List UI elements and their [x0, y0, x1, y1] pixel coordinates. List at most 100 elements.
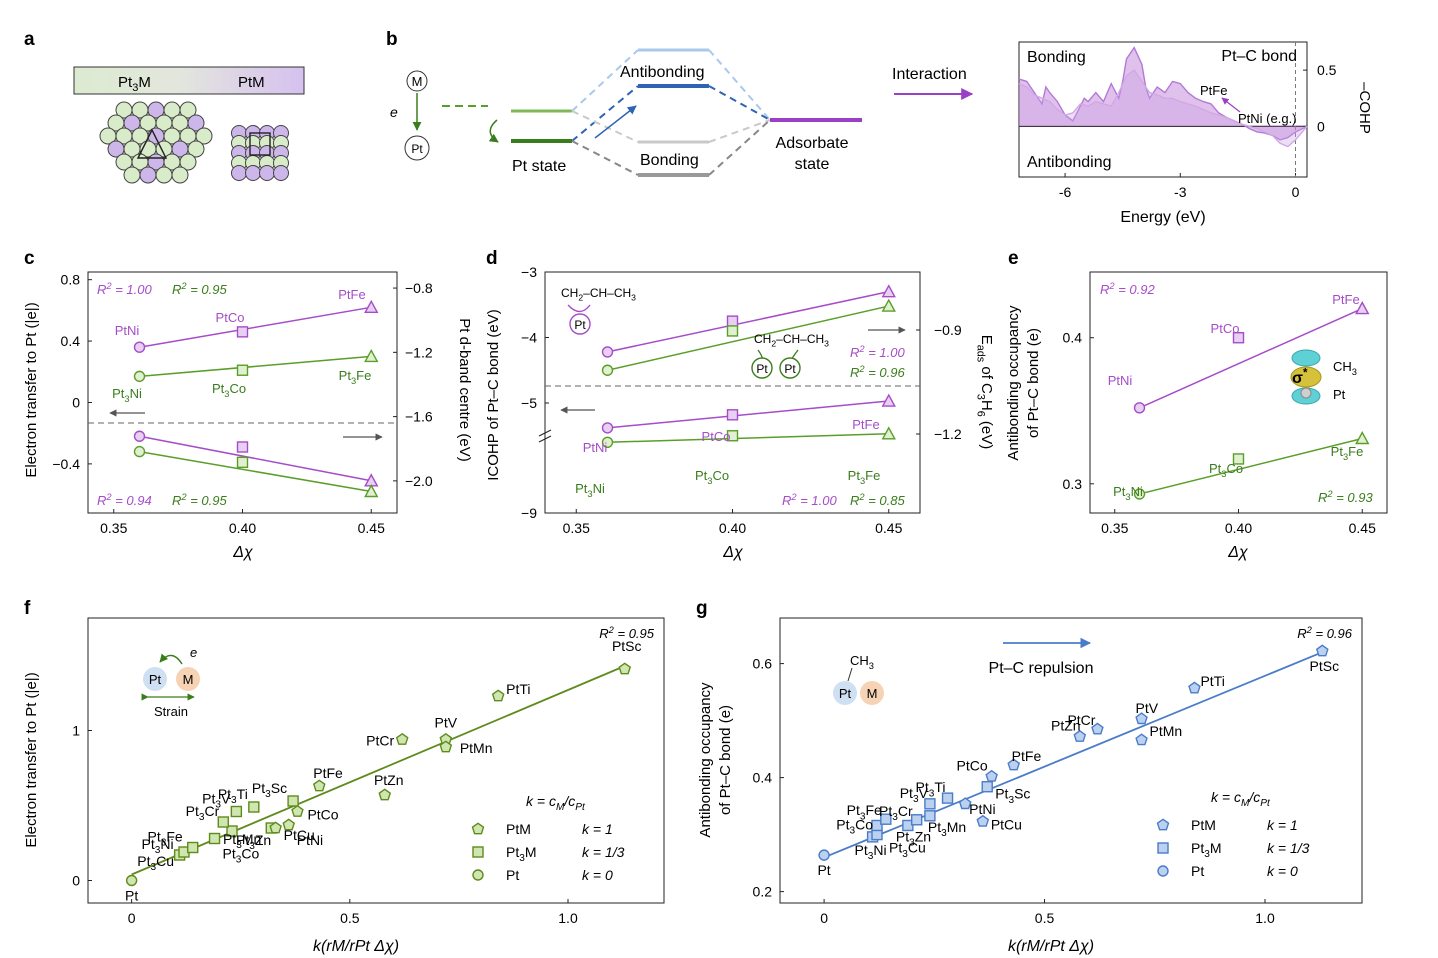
point-label: Pt3Ti: [218, 786, 248, 806]
pt-atom-icon: [751, 357, 773, 379]
data-point: [601, 346, 614, 358]
point-label: PtNi: [583, 440, 608, 455]
axis-break: [538, 429, 552, 443]
panel-label-c: c: [24, 248, 35, 269]
point-label: Pt3Sc: [252, 780, 287, 800]
pt-state-label: Pt state: [512, 158, 566, 175]
mo-dash: [708, 119, 771, 143]
electron-arrow: [159, 653, 183, 665]
data-point: [491, 689, 505, 702]
x-axis-label: Δχ: [722, 544, 743, 561]
legend-label: PtM: [506, 821, 531, 837]
y-tick-label: 0.8: [61, 272, 81, 288]
y2-tick-label: −1.2: [934, 426, 962, 442]
plot-frame: [779, 617, 1363, 904]
adsorbate-formula: CH2–CH–CH3: [561, 286, 636, 303]
pt-atom-icon: [404, 135, 430, 161]
panel-e: e 0.35 0.40 0.45 0.4 0.3 PtNi PtCo PtFe Pt3Ni Pt3C…: [1005, 248, 1388, 561]
atom-circle: [231, 165, 247, 181]
m-atom-icon: [176, 667, 200, 691]
legend-k: k = 1/3: [1267, 840, 1310, 856]
point-label: PtMn: [460, 740, 493, 756]
data-point: [1355, 431, 1370, 445]
fit-line: [1139, 437, 1363, 495]
data-point: [287, 795, 299, 807]
data-point: [133, 430, 146, 442]
y2-tick-label: −0.9: [934, 322, 962, 338]
adsorbate-label-1: Adsorbate: [776, 135, 849, 152]
data-point: [1188, 681, 1201, 694]
pt-atom-label: Pt: [784, 362, 796, 376]
data-point: [230, 805, 243, 818]
bonding-label: Bonding: [640, 152, 699, 169]
composition-bar: [73, 66, 305, 95]
data-point: [282, 818, 296, 831]
atom-circle: [187, 140, 205, 158]
x-axis-label: k(rM/rPt Δχ): [313, 938, 399, 955]
point-label: PtFe: [1012, 748, 1042, 764]
y-tick-label: −5: [521, 395, 537, 411]
point-label: PtFe: [313, 765, 343, 781]
point-label: Pt3Fe: [847, 802, 882, 822]
point-label: Pt3Mn: [928, 819, 966, 839]
point-label: Pt3Cr: [879, 803, 913, 823]
data-point: [378, 788, 392, 801]
data-point: [985, 769, 998, 782]
inset-label: CH3: [850, 653, 874, 671]
legend-label: Pt: [1191, 863, 1204, 879]
data-point: [818, 849, 830, 861]
data-point: [395, 732, 409, 745]
legend-marker: [471, 822, 485, 835]
fit-line: [607, 400, 889, 429]
data-point: [618, 662, 632, 675]
point-label: PtCo: [216, 310, 245, 325]
data-point: [312, 779, 326, 792]
y-tick-label: 0.3: [1063, 476, 1083, 492]
pt3m-cluster: [99, 101, 213, 184]
atom-circle: [195, 127, 213, 145]
data-point: [601, 422, 614, 434]
data-point: [236, 456, 249, 469]
data-point: [1133, 402, 1146, 414]
legend-title: k = cM/cPt: [1211, 789, 1271, 809]
data-point: [187, 841, 199, 854]
y-axis-label: –COHP: [1356, 82, 1373, 134]
cohp-chart: -6 -3 0 0.5 0 Bonding Antibonding Pt–C bond PtFe…: [1018, 41, 1373, 226]
panel-label-b: b: [386, 29, 398, 50]
x-tick-label: 1.0: [1255, 910, 1275, 926]
electron-label: e: [390, 104, 398, 120]
r2-label: R2 = 0.93: [1318, 489, 1373, 505]
point-label: PtNi: [115, 323, 140, 338]
point-label: Pt3Co: [836, 816, 873, 836]
interaction-label: Interaction: [892, 66, 967, 83]
y-tick-label: −9: [521, 505, 537, 521]
mo-dash: [571, 85, 639, 142]
pt-atom-label: Pt: [756, 362, 768, 376]
legend-label: Pt: [506, 867, 519, 883]
point-label: PtFe: [1332, 292, 1359, 307]
atom-circle: [171, 166, 189, 184]
point-label: PtSc: [612, 638, 642, 654]
x-tick-label: -3: [1174, 184, 1187, 200]
data-point: [726, 325, 739, 337]
region-label: Antibonding: [1027, 154, 1112, 171]
data-point: [1232, 332, 1245, 344]
panel-label-a: a: [24, 29, 35, 50]
data-point: [881, 284, 896, 298]
panel-label-d: d: [486, 248, 498, 269]
r2-label: R2 = 1.00: [782, 492, 837, 508]
legend-k: k = 1: [1267, 817, 1298, 833]
data-point: [958, 797, 972, 810]
pt-atom-icon: [1300, 387, 1312, 399]
point-label: Pt3Co: [223, 846, 260, 866]
arrow-label: Pt–C repulsion: [989, 660, 1094, 677]
point-label: PtCo: [702, 429, 731, 444]
point-label: PtFe: [852, 417, 879, 432]
unit-cell-outline: [136, 128, 168, 159]
r2-label: R2 = 1.00: [850, 344, 905, 360]
point-label: Pt3V: [900, 785, 929, 805]
pt-atom-icon: [569, 313, 591, 335]
data-point: [881, 426, 896, 440]
mo-dash: [571, 140, 639, 176]
data-point: [1135, 733, 1148, 746]
